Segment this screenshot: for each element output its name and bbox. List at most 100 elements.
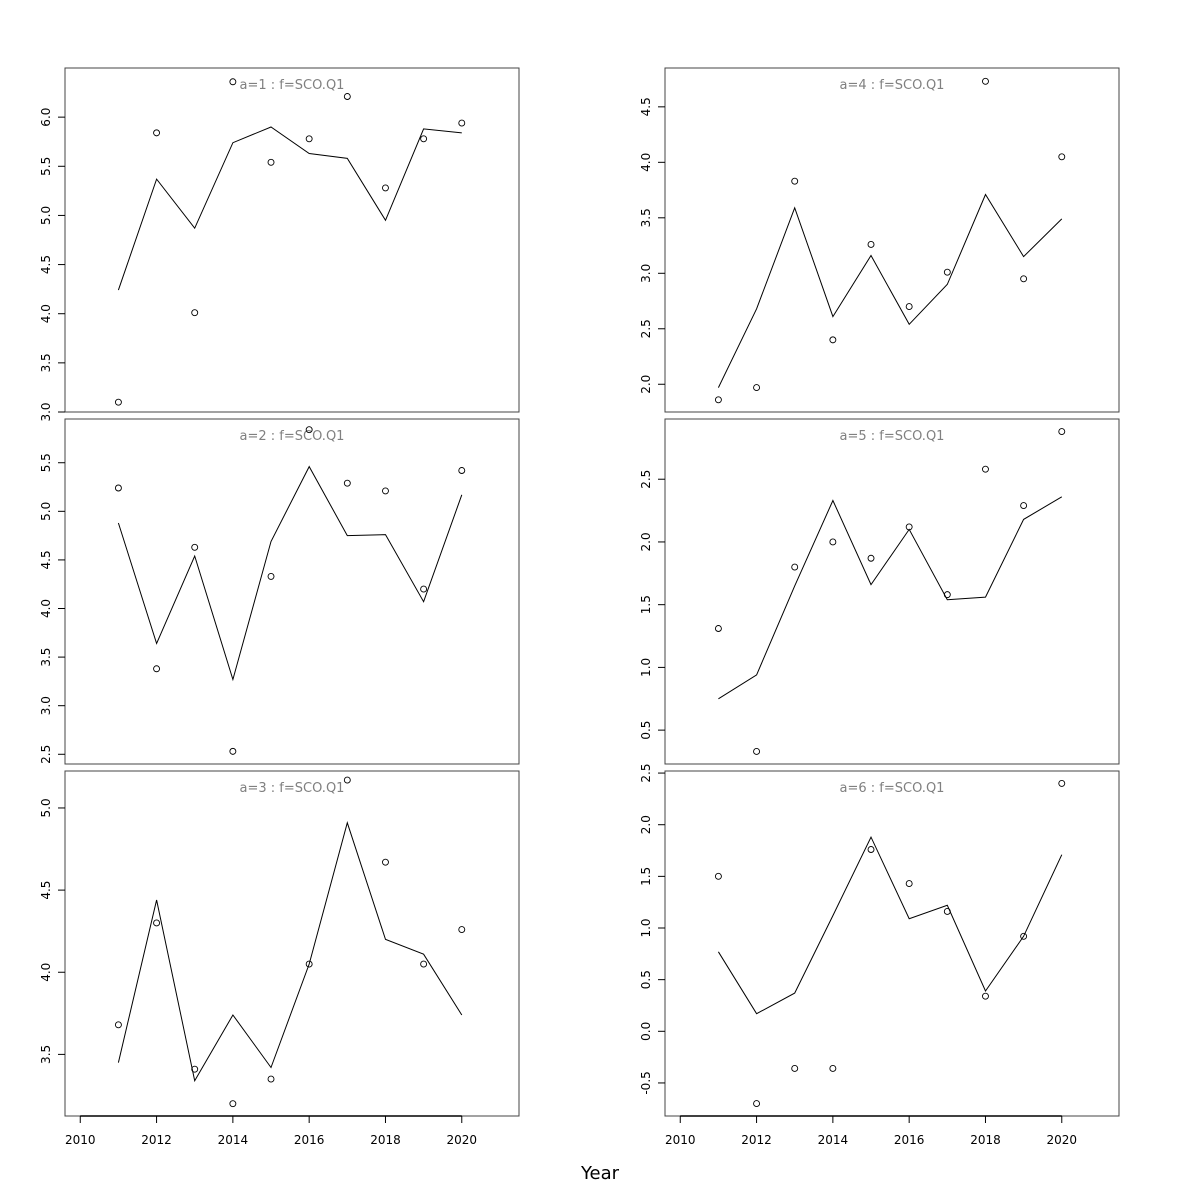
data-point [829,336,837,344]
fitted-line [718,496,1063,700]
plot-frame [664,67,1120,413]
data-point [114,1021,122,1029]
data-point [382,858,389,866]
data-point [982,465,989,473]
x-tick-label: 2016 [294,1133,325,1147]
x-tick-label: 2014 [818,1133,849,1147]
plot-frame [64,770,520,1117]
fitted-line [717,193,1063,388]
data-point [153,665,161,673]
data-point [267,572,275,580]
panel-title: a=2 : f=SCO.Q1 [240,429,345,444]
data-point [982,992,989,1000]
panel-title: a=1 : f=SCO.Q1 [240,78,345,93]
y-tick-label: 4.5 [639,97,653,116]
y-tick-label: 2.5 [39,745,53,764]
plot-frame [664,418,1120,765]
data-point [1020,932,1028,940]
data-point [905,523,913,531]
y-tick-label: 3.5 [39,353,53,372]
data-point [305,426,313,434]
data-point [943,908,951,915]
y-tick-label: -0.5 [639,1071,653,1094]
y-tick-label: 5.5 [39,157,53,176]
x-tick-label: 2018 [370,1133,401,1147]
panel-title: a=5 : f=SCO.Q1 [840,429,945,444]
panel-title: a=6 : f=SCO.Q1 [840,781,945,796]
y-tick-label: 5.0 [39,798,53,817]
data-point [714,872,722,880]
y-tick-label: 3.5 [39,1045,53,1064]
y-tick-label: 4.5 [39,881,53,900]
y-tick-label: 4.0 [39,963,53,982]
data-point [114,398,122,406]
data-point [791,563,799,571]
data-point [714,396,722,404]
data-point [382,487,389,495]
y-tick-label: 1.5 [639,595,653,614]
data-point [191,1065,199,1073]
y-tick-label: 3.5 [639,208,653,227]
y-tick-label: 4.0 [639,153,653,172]
data-point [343,479,351,487]
data-point [943,268,951,276]
data-point [829,1065,837,1072]
data-point [791,1065,799,1072]
data-point [753,384,761,392]
data-point [191,309,199,317]
data-point [420,960,428,968]
y-tick-label: 0.0 [639,1022,653,1041]
data-point [420,585,428,593]
y-tick-label: 2.5 [639,319,653,338]
y-tick-label: 5.0 [39,502,53,521]
fitted-line [117,465,463,682]
data-point [382,184,389,192]
y-tick-label: 2.0 [639,532,653,551]
data-point [229,747,237,755]
x-tick-label: 2012 [141,1133,172,1147]
y-tick-label: 4.0 [39,599,53,618]
data-point [867,554,875,562]
data-point [1058,779,1066,787]
data-point [943,591,951,599]
data-point [829,538,837,546]
y-tick-label: 0.5 [639,970,653,989]
data-point [153,919,161,927]
plot-frame [64,418,520,765]
y-tick-label: 5.0 [39,206,53,225]
data-point [867,846,875,853]
data-point [791,177,799,185]
data-point [114,484,122,492]
data-point [905,303,913,311]
data-point [267,1075,275,1083]
y-tick-label: 1.0 [639,658,653,677]
y-tick-label: 2.0 [639,375,653,394]
data-point [229,1100,237,1108]
x-tick-label: 2010 [65,1133,96,1147]
data-point [267,158,275,166]
x-tick-label: 2010 [665,1133,696,1147]
data-point [343,93,351,100]
data-point [191,543,199,551]
panel-2: a=2 : f=SCO.Q1 2.5 3.0 3.5 4.0 4.5 5.0 5.5 [39,418,520,765]
data-point [714,625,722,632]
fitted-line [717,835,1063,1015]
y-tick-label: 1.0 [639,918,653,937]
data-point [458,467,466,474]
data-point [1020,275,1028,283]
data-point [867,240,875,248]
data-point [305,960,313,968]
x-tick-label: 2020 [446,1133,477,1147]
data-point [420,135,428,143]
data-point [458,926,466,933]
x-tick-label: 2020 [1046,1133,1077,1147]
data-point [343,776,351,784]
plot-frame [664,770,1120,1117]
y-tick-label: 4.5 [39,255,53,274]
y-tick-label: 6.0 [39,108,53,127]
data-point [305,135,313,143]
fitted-line [117,821,463,1083]
y-tick-label: 0.5 [639,721,653,740]
y-tick-label: 5.5 [39,453,53,472]
